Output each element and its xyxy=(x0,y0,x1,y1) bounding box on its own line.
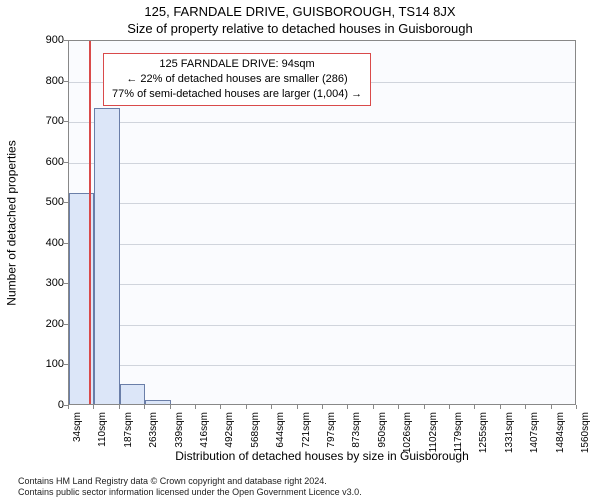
x-tick-label: 263sqm xyxy=(148,412,159,460)
x-tick-label: 873sqm xyxy=(351,412,362,460)
x-tick-mark xyxy=(500,405,501,409)
gridline xyxy=(69,163,575,164)
gridline xyxy=(69,284,575,285)
page-title-2: Size of property relative to detached ho… xyxy=(0,21,600,36)
x-tick-label: 339sqm xyxy=(174,412,185,460)
callout-line: 77% of semi-detached houses are larger (… xyxy=(112,87,362,102)
histogram-bar xyxy=(145,400,170,404)
x-tick-label: 1560sqm xyxy=(580,412,591,460)
x-tick-mark xyxy=(347,405,348,409)
y-tick-label: 700 xyxy=(34,115,64,127)
x-tick-mark xyxy=(297,405,298,409)
y-tick-label: 900 xyxy=(34,34,64,46)
x-tick-label: 1026sqm xyxy=(402,412,413,460)
y-axis-label: Number of detached properties xyxy=(5,140,19,305)
x-tick-label: 492sqm xyxy=(224,412,235,460)
x-tick-label: 797sqm xyxy=(326,412,337,460)
callout-line: ← 22% of detached houses are smaller (28… xyxy=(112,72,362,87)
x-tick-label: 1331sqm xyxy=(504,412,515,460)
y-tick-label: 300 xyxy=(34,277,64,289)
x-tick-mark xyxy=(170,405,171,409)
y-tick-mark xyxy=(64,162,68,163)
x-tick-label: 1179sqm xyxy=(453,412,464,460)
y-tick-label: 600 xyxy=(34,156,64,168)
y-tick-label: 100 xyxy=(34,358,64,370)
y-tick-mark xyxy=(64,81,68,82)
x-tick-label: 568sqm xyxy=(250,412,261,460)
x-tick-mark xyxy=(373,405,374,409)
y-tick-mark xyxy=(64,121,68,122)
x-tick-label: 1255sqm xyxy=(478,412,489,460)
property-marker-line xyxy=(89,41,91,404)
y-tick-label: 400 xyxy=(34,237,64,249)
x-tick-label: 721sqm xyxy=(301,412,312,460)
y-tick-mark xyxy=(64,40,68,41)
page-title-1: 125, FARNDALE DRIVE, GUISBOROUGH, TS14 8… xyxy=(0,4,600,19)
y-tick-label: 800 xyxy=(34,75,64,87)
y-tick-label: 200 xyxy=(34,318,64,330)
y-tick-label: 0 xyxy=(34,399,64,411)
x-tick-mark xyxy=(119,405,120,409)
footer-line-1: Contains HM Land Registry data © Crown c… xyxy=(18,476,362,487)
x-tick-mark xyxy=(195,405,196,409)
x-tick-mark xyxy=(551,405,552,409)
x-tick-mark xyxy=(398,405,399,409)
y-tick-mark xyxy=(64,324,68,325)
x-tick-mark xyxy=(220,405,221,409)
callout-line: 125 FARNDALE DRIVE: 94sqm xyxy=(112,57,362,72)
x-tick-label: 1102sqm xyxy=(428,412,439,460)
x-tick-mark xyxy=(525,405,526,409)
attribution-footer: Contains HM Land Registry data © Crown c… xyxy=(18,476,362,499)
y-tick-mark xyxy=(64,243,68,244)
y-tick-mark xyxy=(64,283,68,284)
gridline xyxy=(69,122,575,123)
x-tick-label: 416sqm xyxy=(199,412,210,460)
y-tick-label: 500 xyxy=(34,196,64,208)
histogram-bar xyxy=(120,384,145,404)
x-tick-label: 110sqm xyxy=(97,412,108,460)
gridline xyxy=(69,325,575,326)
x-tick-label: 644sqm xyxy=(275,412,286,460)
x-tick-mark xyxy=(93,405,94,409)
x-tick-mark xyxy=(246,405,247,409)
x-tick-label: 187sqm xyxy=(123,412,134,460)
histogram-bar xyxy=(94,108,120,404)
x-tick-mark xyxy=(271,405,272,409)
y-axis-label-container: Number of detached properties xyxy=(4,40,20,405)
y-tick-mark xyxy=(64,364,68,365)
x-tick-label: 34sqm xyxy=(72,412,83,460)
x-tick-mark xyxy=(474,405,475,409)
footer-line-2: Contains public sector information licen… xyxy=(18,487,362,498)
x-tick-mark xyxy=(576,405,577,409)
gridline xyxy=(69,244,575,245)
x-tick-mark xyxy=(68,405,69,409)
x-tick-mark xyxy=(449,405,450,409)
gridline xyxy=(69,365,575,366)
x-tick-mark xyxy=(322,405,323,409)
x-axis-label: Distribution of detached houses by size … xyxy=(68,449,576,463)
callout-box: 125 FARNDALE DRIVE: 94sqm← 22% of detach… xyxy=(103,53,371,106)
x-tick-label: 1484sqm xyxy=(555,412,566,460)
x-tick-mark xyxy=(424,405,425,409)
x-tick-label: 1407sqm xyxy=(529,412,540,460)
y-tick-mark xyxy=(64,202,68,203)
histogram-plot: 125 FARNDALE DRIVE: 94sqm← 22% of detach… xyxy=(68,40,576,405)
x-tick-mark xyxy=(144,405,145,409)
x-tick-label: 950sqm xyxy=(377,412,388,460)
gridline xyxy=(69,203,575,204)
